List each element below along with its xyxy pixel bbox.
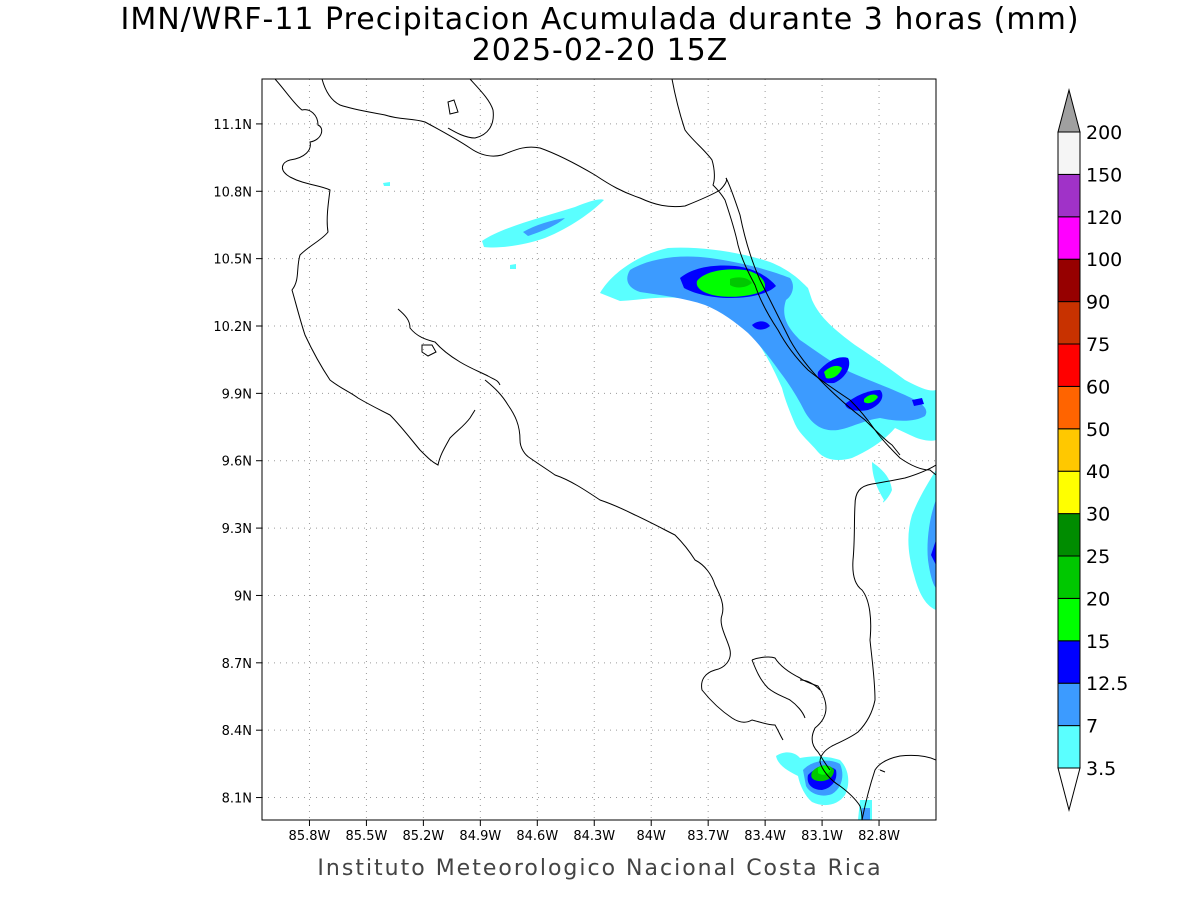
panama-coast-south xyxy=(861,755,936,820)
colorbar-label: 100 xyxy=(1086,249,1122,271)
lat-tick-label: 10.5N xyxy=(213,253,252,268)
lon-tick-label: 82.8W xyxy=(858,829,900,844)
colorbar-label: 200 xyxy=(1086,122,1122,144)
lon-tick-label: 84.3W xyxy=(573,829,615,844)
lat-tick-label: 8.1N xyxy=(222,792,252,807)
colorbar-swatch xyxy=(1057,640,1081,684)
colorbar-label: 15 xyxy=(1086,631,1110,653)
colorbar-label: 90 xyxy=(1086,292,1110,314)
gulf-coast-south xyxy=(484,379,784,741)
lat-lon-grid xyxy=(262,79,936,820)
colorbar-label: 12.5 xyxy=(1086,673,1128,695)
colorbar-swatch xyxy=(1057,513,1081,557)
precip-area-north-plains xyxy=(383,182,604,269)
small-island xyxy=(421,344,437,357)
colorbar-swatch xyxy=(1057,343,1081,387)
colorbar-swatch xyxy=(1057,131,1081,175)
colorbar-label: 75 xyxy=(1086,334,1110,356)
coastline-layer xyxy=(274,79,936,820)
panama-border-south xyxy=(819,464,936,820)
colorbar-label: 60 xyxy=(1086,376,1110,398)
map-title: IMN/WRF-11 Precipitacion Acumulada duran… xyxy=(120,2,1080,37)
lat-tick-label: 11.1N xyxy=(213,118,252,133)
colorbar-under-triangle xyxy=(1057,767,1081,812)
nicoya-inner-coast xyxy=(397,308,501,386)
colorbar-swatch xyxy=(1057,258,1081,303)
colorbar-label: 50 xyxy=(1086,419,1110,441)
south-coast-detail xyxy=(879,769,886,773)
precip-area-east-edge xyxy=(872,462,936,610)
lon-tick-label: 85.2W xyxy=(402,829,444,844)
lon-tick-label: 83.4W xyxy=(744,829,786,844)
colorbar-swatch xyxy=(1057,470,1081,515)
colorbar-label: 7 xyxy=(1086,716,1098,738)
lon-tick-label: 83.7W xyxy=(687,829,729,844)
colorbar-swatch xyxy=(1057,597,1081,642)
map-subtitle: 2025-02-20 15Z xyxy=(471,33,729,68)
lat-tick-label: 10.2N xyxy=(213,320,252,335)
colorbar-swatch xyxy=(1057,216,1081,260)
nicaragua-lake-south-border xyxy=(321,79,728,208)
precip-area-caribbean-slope xyxy=(600,247,936,460)
lat-tick-label: 8.7N xyxy=(222,657,252,672)
osa-inner xyxy=(751,659,806,719)
island-lake xyxy=(447,99,459,115)
footer-credit: Instituto Meteorologico Nacional Costa R… xyxy=(317,856,883,881)
osa-peninsula xyxy=(751,656,831,771)
precipitation-layer xyxy=(383,182,936,820)
latitude-axis: 11.1N 10.8N 10.5N 10.2N 9.9N 9.6N 9.3N 9N 8.7N 8.… xyxy=(213,118,262,807)
lon-tick-label: 84.9W xyxy=(459,829,501,844)
colorbar-label: 40 xyxy=(1086,461,1110,483)
colorbar-swatch xyxy=(1057,173,1081,218)
lat-tick-label: 9.9N xyxy=(222,387,252,402)
lat-tick-label: 10.8N xyxy=(213,185,252,200)
colorbar-swatch xyxy=(1057,682,1081,727)
golfo-dulce-south xyxy=(799,679,821,691)
lat-tick-label: 9.6N xyxy=(222,455,252,470)
map-frame xyxy=(261,78,937,821)
lat-tick-label: 9.3N xyxy=(222,522,252,537)
lon-tick-label: 84.6W xyxy=(516,829,558,844)
colorbar-label: 20 xyxy=(1086,588,1110,610)
colorbar: 3.5 7 12.5 15 20 25 30 40 50 60 75 90 100 120 150 200 xyxy=(1057,88,1128,812)
lat-tick-label: 9N xyxy=(234,589,252,604)
lake-shore xyxy=(447,79,494,139)
panama-border xyxy=(725,177,901,456)
colorbar-label: 25 xyxy=(1086,546,1110,568)
colorbar-label: 30 xyxy=(1086,504,1110,526)
colorbar-label: 120 xyxy=(1086,207,1122,229)
colorbar-label: 3.5 xyxy=(1086,758,1116,780)
lon-tick-label: 84W xyxy=(637,829,667,844)
colorbar-swatch xyxy=(1057,301,1081,345)
precip-area-south-border xyxy=(776,752,872,820)
lon-tick-label: 85.8W xyxy=(289,829,331,844)
lat-tick-label: 8.4N xyxy=(222,724,252,739)
nicaragua-border-coast xyxy=(274,79,476,466)
colorbar-label: 150 xyxy=(1086,164,1122,186)
colorbar-over-triangle xyxy=(1057,88,1081,133)
colorbar-swatch xyxy=(1057,428,1081,472)
lon-tick-label: 85.5W xyxy=(346,829,388,844)
colorbar-swatch xyxy=(1057,725,1081,769)
colorbar-swatch xyxy=(1057,385,1081,430)
colorbar-swatch xyxy=(1057,555,1081,599)
lon-tick-label: 83.1W xyxy=(801,829,843,844)
longitude-axis: 85.8W 85.5W 85.2W 84.9W 84.6W 84.3W 84W 83.7W 83… xyxy=(289,820,900,844)
